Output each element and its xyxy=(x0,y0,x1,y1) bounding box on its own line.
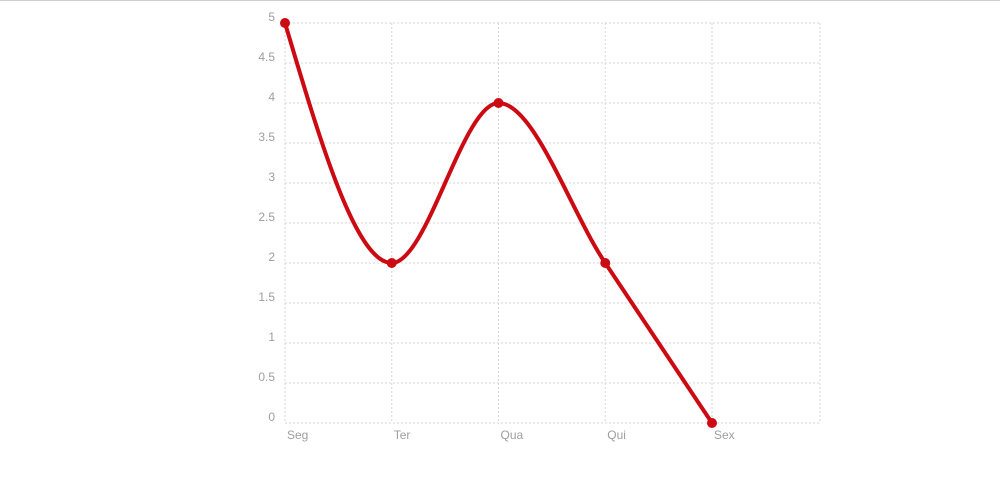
y-tick-label: 2.5 xyxy=(258,210,275,224)
series-layer xyxy=(283,21,714,425)
y-axis-ticks: 0 0.5 1 1.5 2 2.5 3 3.5 4 4.5 5 xyxy=(258,10,275,424)
y-tick-label: 4 xyxy=(268,90,275,104)
data-point[interactable] xyxy=(280,18,290,28)
y-tick-label: 1 xyxy=(268,330,275,344)
y-tick-label: 2 xyxy=(268,250,275,264)
x-tick-label: Ter xyxy=(394,428,411,442)
y-tick-label: 1.5 xyxy=(258,290,275,304)
y-tick-label: 0 xyxy=(268,410,275,424)
top-border xyxy=(0,0,1000,1)
data-point[interactable] xyxy=(386,258,397,268)
x-axis-ticks: Seg Ter Qua Qui Sex xyxy=(287,428,735,442)
y-tick-label: 3.5 xyxy=(258,130,275,144)
data-point[interactable] xyxy=(600,258,611,268)
points-layer xyxy=(280,18,717,428)
data-point[interactable] xyxy=(493,98,504,108)
y-tick-label: 5 xyxy=(268,10,275,24)
x-tick-label: Qui xyxy=(607,428,626,442)
series-line xyxy=(283,21,714,425)
y-tick-label: 3 xyxy=(268,170,275,184)
data-point[interactable] xyxy=(707,418,717,428)
x-tick-label: Seg xyxy=(287,428,308,442)
grid xyxy=(284,22,821,424)
y-tick-label: 0.5 xyxy=(258,370,275,384)
x-tick-label: Sex xyxy=(714,428,735,442)
x-tick-label: Qua xyxy=(501,428,524,442)
y-tick-label: 4.5 xyxy=(258,50,275,64)
